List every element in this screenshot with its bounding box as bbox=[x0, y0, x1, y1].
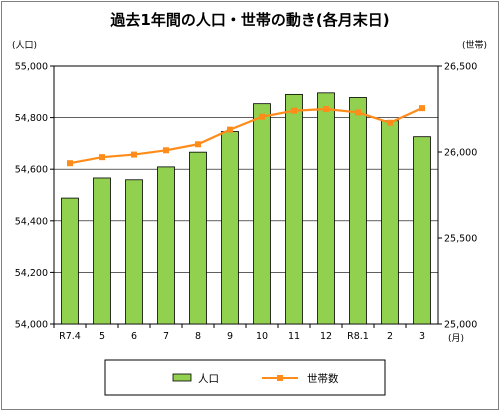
x-axis-tick-label: 11 bbox=[288, 331, 300, 342]
legend-label-population: 人口 bbox=[198, 373, 219, 385]
x-axis-tick-label: R8.1 bbox=[347, 331, 369, 342]
x-axis-unit: (月) bbox=[448, 333, 464, 344]
bar-population bbox=[317, 92, 335, 325]
bar-population bbox=[189, 151, 207, 325]
right-axis-tick-label: 25,500 bbox=[444, 234, 477, 245]
right-axis-tick-label: 25,000 bbox=[444, 320, 477, 331]
point-households bbox=[355, 109, 361, 116]
legend-label-households: 世帯数 bbox=[307, 372, 339, 385]
chart-title: 過去1年間の人口・世帯の動き(各月末日) bbox=[109, 11, 389, 29]
plot-area bbox=[53, 65, 439, 325]
point-households bbox=[195, 141, 201, 148]
gridlines bbox=[54, 117, 438, 273]
x-axis-tick-label: 10 bbox=[256, 331, 268, 342]
legend-box bbox=[104, 359, 386, 396]
bar-population bbox=[125, 179, 143, 325]
point-households bbox=[419, 105, 425, 112]
point-households bbox=[163, 147, 169, 154]
left-axis-tick-label: 54,000 bbox=[15, 320, 48, 331]
point-households bbox=[131, 151, 137, 158]
axes: 54,000 54,200 54,400 54,600 54,800 55,000 25,0… bbox=[15, 62, 478, 343]
point-households bbox=[227, 126, 233, 133]
right-axis-unit: (世帯) bbox=[462, 39, 487, 51]
bar-series-population bbox=[61, 92, 431, 325]
x-axis-tick-label: 7 bbox=[163, 331, 169, 342]
bar-population bbox=[93, 177, 111, 325]
legend-swatch-population bbox=[172, 373, 192, 382]
bar-population bbox=[381, 120, 399, 325]
point-households bbox=[67, 160, 73, 167]
right-axis-tick-label: 26,000 bbox=[444, 148, 477, 159]
right-axis-tick-label: 26,500 bbox=[444, 62, 477, 73]
bar-population bbox=[61, 197, 79, 325]
x-axis-tick-label: 8 bbox=[195, 331, 201, 342]
x-axis-tick-label: 12 bbox=[320, 331, 332, 342]
x-axis-tick-label: R7.4 bbox=[59, 331, 81, 342]
line-households bbox=[69, 107, 423, 165]
x-axis-tick-label: 3 bbox=[419, 331, 425, 342]
point-households bbox=[99, 154, 105, 161]
left-axis-tick-label: 54,800 bbox=[15, 113, 48, 124]
point-households bbox=[259, 113, 265, 120]
legend-marker-households bbox=[277, 375, 283, 381]
x-axis-tick-label: 2 bbox=[387, 331, 393, 342]
x-axis-tick-label: 6 bbox=[131, 331, 137, 342]
bar-population bbox=[157, 166, 175, 325]
left-axis-tick-label: 54,600 bbox=[15, 165, 48, 176]
bar-population bbox=[221, 131, 239, 325]
left-axis-tick-label: 55,000 bbox=[15, 62, 48, 73]
bar-population bbox=[349, 97, 367, 325]
bar-population bbox=[253, 103, 271, 325]
x-axis-tick-label: 9 bbox=[227, 331, 233, 342]
left-axis-unit: (人口) bbox=[12, 40, 37, 51]
bar-population bbox=[413, 136, 431, 325]
left-axis-tick-label: 54,400 bbox=[15, 216, 48, 227]
point-households bbox=[323, 106, 329, 112]
x-axis-tick-label: 5 bbox=[99, 331, 105, 342]
line-series-households bbox=[67, 105, 425, 167]
left-axis-tick-label: 54,200 bbox=[15, 268, 48, 279]
bar-population bbox=[285, 93, 303, 325]
point-households bbox=[387, 119, 393, 126]
point-households bbox=[291, 107, 297, 114]
